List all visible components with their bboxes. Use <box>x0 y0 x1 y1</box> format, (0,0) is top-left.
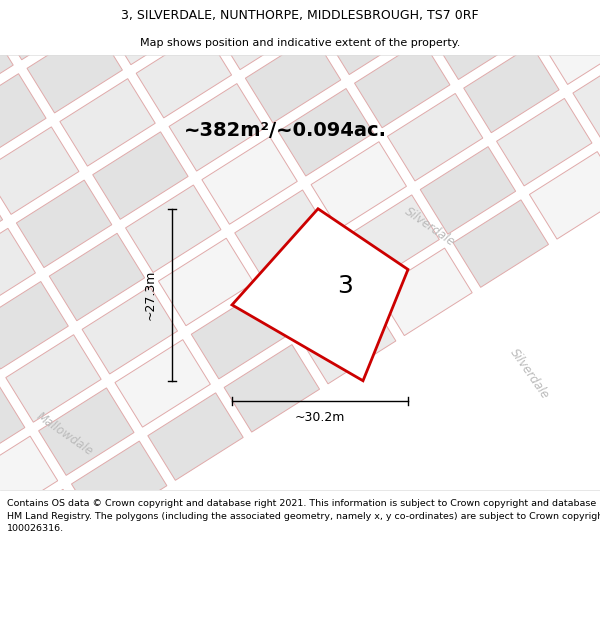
Polygon shape <box>16 180 112 268</box>
Text: Mallowdale: Mallowdale <box>34 410 96 459</box>
Text: Silverdale: Silverdale <box>403 205 458 249</box>
Text: ~382m²/~0.094ac.: ~382m²/~0.094ac. <box>184 121 386 141</box>
Polygon shape <box>301 296 396 384</box>
Polygon shape <box>6 335 101 422</box>
Polygon shape <box>0 489 91 577</box>
Polygon shape <box>420 147 515 234</box>
Polygon shape <box>507 0 600 31</box>
Text: Silverdale: Silverdale <box>508 346 552 401</box>
Polygon shape <box>278 89 374 176</box>
Text: Map shows position and indicative extent of the property.: Map shows position and indicative extent… <box>140 38 460 48</box>
Polygon shape <box>103 0 199 65</box>
Text: ~30.2m: ~30.2m <box>295 411 345 424</box>
Polygon shape <box>322 0 417 74</box>
Polygon shape <box>93 132 188 219</box>
Polygon shape <box>398 0 493 26</box>
Polygon shape <box>529 152 600 239</box>
Polygon shape <box>497 98 592 186</box>
Polygon shape <box>0 281 68 369</box>
Polygon shape <box>191 291 287 379</box>
Polygon shape <box>232 209 408 381</box>
Polygon shape <box>179 0 275 16</box>
Polygon shape <box>355 40 450 127</box>
Text: Contains OS data © Crown copyright and database right 2021. This information is : Contains OS data © Crown copyright and d… <box>7 499 600 534</box>
Polygon shape <box>169 84 265 171</box>
Polygon shape <box>125 185 221 272</box>
Polygon shape <box>224 344 320 432</box>
Polygon shape <box>540 0 600 84</box>
Polygon shape <box>136 31 232 118</box>
Text: ~27.3m: ~27.3m <box>143 269 157 320</box>
Polygon shape <box>0 0 56 6</box>
Polygon shape <box>0 538 14 625</box>
Polygon shape <box>0 127 79 214</box>
Polygon shape <box>60 79 155 166</box>
Polygon shape <box>0 74 46 161</box>
Polygon shape <box>453 200 548 288</box>
Polygon shape <box>0 0 89 60</box>
Polygon shape <box>0 175 2 262</box>
Polygon shape <box>0 228 35 316</box>
Polygon shape <box>431 0 526 79</box>
Polygon shape <box>235 190 330 278</box>
Polygon shape <box>0 21 13 108</box>
Text: 3, SILVERDALE, NUNTHORPE, MIDDLESBROUGH, TS7 0RF: 3, SILVERDALE, NUNTHORPE, MIDDLESBROUGH,… <box>121 9 479 22</box>
Polygon shape <box>388 94 483 181</box>
Polygon shape <box>158 238 254 326</box>
Polygon shape <box>464 45 559 132</box>
Text: 3: 3 <box>337 274 353 298</box>
Polygon shape <box>202 137 297 224</box>
Polygon shape <box>115 339 211 427</box>
Polygon shape <box>245 36 341 123</box>
Polygon shape <box>148 393 243 481</box>
Polygon shape <box>377 248 472 336</box>
Polygon shape <box>0 383 25 471</box>
Polygon shape <box>82 286 178 374</box>
Polygon shape <box>27 26 122 113</box>
Polygon shape <box>311 142 406 229</box>
Polygon shape <box>268 243 363 331</box>
Polygon shape <box>0 436 58 524</box>
Polygon shape <box>70 0 166 11</box>
Polygon shape <box>289 0 384 21</box>
Polygon shape <box>212 0 308 69</box>
Polygon shape <box>573 50 600 138</box>
Polygon shape <box>38 388 134 476</box>
Polygon shape <box>71 441 167 529</box>
Polygon shape <box>344 195 439 282</box>
Polygon shape <box>49 233 145 321</box>
